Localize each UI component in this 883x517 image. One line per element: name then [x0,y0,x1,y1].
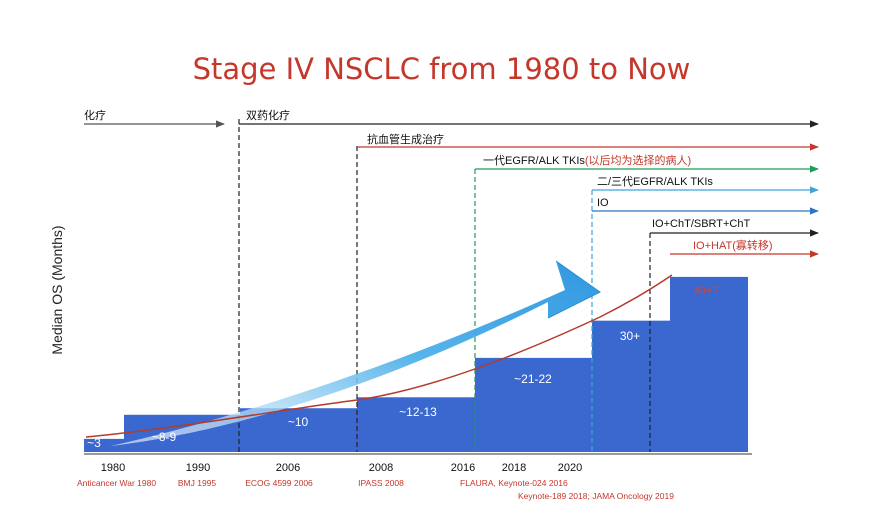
step-value-label: ~3 [87,436,101,450]
therapy-label: IO+HAT(寡转移) [693,238,773,252]
year-tick-label: 2018 [502,462,526,474]
step-value-label: 40+? [694,285,719,297]
reference-citation: FLAURA, Keynote-024 2016 [460,478,568,488]
therapy-label: 抗血管生成治疗 [367,132,444,146]
chart-title: Stage IV NSCLC from 1980 to Now [192,52,691,86]
reference-citation: Anticancer War 1980 [77,478,156,488]
reference-citation: BMJ 1995 [178,478,217,488]
therapy-label: 一代EGFR/ALK TKIs(以后均为选择的病人) [483,153,691,167]
therapy-label: 双药化疗 [246,108,290,122]
step-value-label: ~10 [288,415,309,429]
year-tick-label: 2020 [558,462,582,474]
therapy-label: IO+ChT/SBRT+ChT [652,218,750,230]
step-bar [475,357,592,452]
step-value-label: ~12-13 [399,405,437,419]
year-tick-label: 1980 [101,462,125,474]
step-bar [357,397,475,452]
reference-citation: Keynote-189 2018; JAMA Oncology 2019 [518,491,674,501]
year-tick-label: 2008 [369,462,393,474]
year-tick-label: 2006 [276,462,300,474]
step-value-label: ~8-9 [152,430,177,444]
step-value-label: 30+ [620,329,640,343]
step-value-label: ~21-22 [514,372,552,386]
progress-arrow-tip [547,260,601,319]
therapy-note: (以后均为选择的病人) [585,153,691,167]
step-bar [84,438,124,452]
survival-curve [85,274,673,438]
therapy-label: 化疗 [84,108,106,122]
step-bar [592,320,670,452]
therapy-note: (寡转移) [732,238,772,252]
step-bar [670,276,748,452]
year-tick-label: 1990 [186,462,210,474]
therapy-label: 二/三代EGFR/ALK TKIs [597,175,713,188]
reference-citation: IPASS 2008 [358,478,404,488]
reference-citation: ECOG 4599 2006 [245,478,313,488]
therapy-label: IO [597,197,609,209]
year-tick-label: 2016 [451,462,475,474]
